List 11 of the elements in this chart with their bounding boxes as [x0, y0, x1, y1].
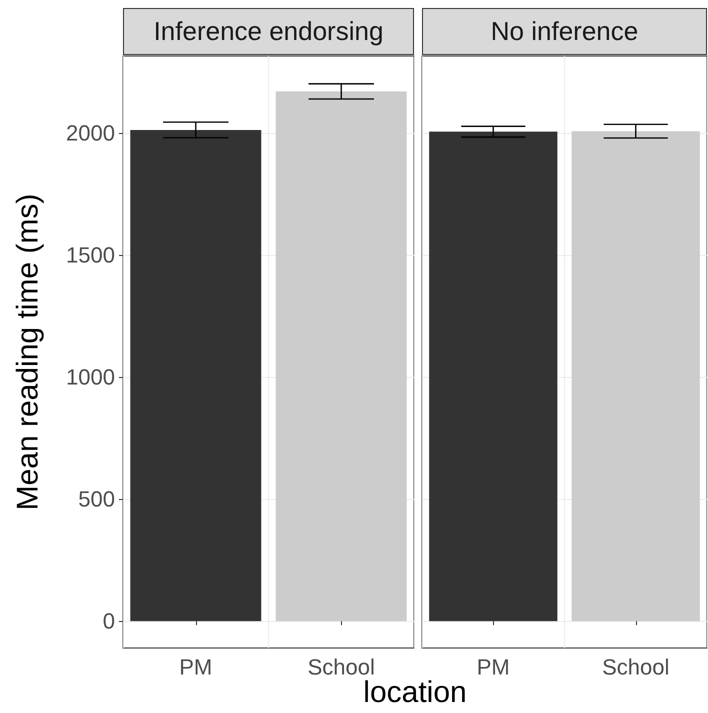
y-tick-label: 2000	[66, 120, 115, 146]
x-tick-label: PM	[179, 654, 212, 680]
y-tick-label: 500	[78, 486, 115, 512]
y-tick-label: 1000	[66, 364, 115, 390]
y-axis-title: Mean reading time (ms)	[12, 194, 44, 510]
chart-title: No inference	[422, 8, 707, 55]
chart-title: Inference endorsing	[123, 8, 414, 55]
y-tick-label: 0	[102, 608, 115, 634]
x-tick-label: PM	[476, 654, 510, 680]
y-tick-label: 1500	[66, 242, 115, 268]
x-tick-label: School	[602, 654, 670, 680]
